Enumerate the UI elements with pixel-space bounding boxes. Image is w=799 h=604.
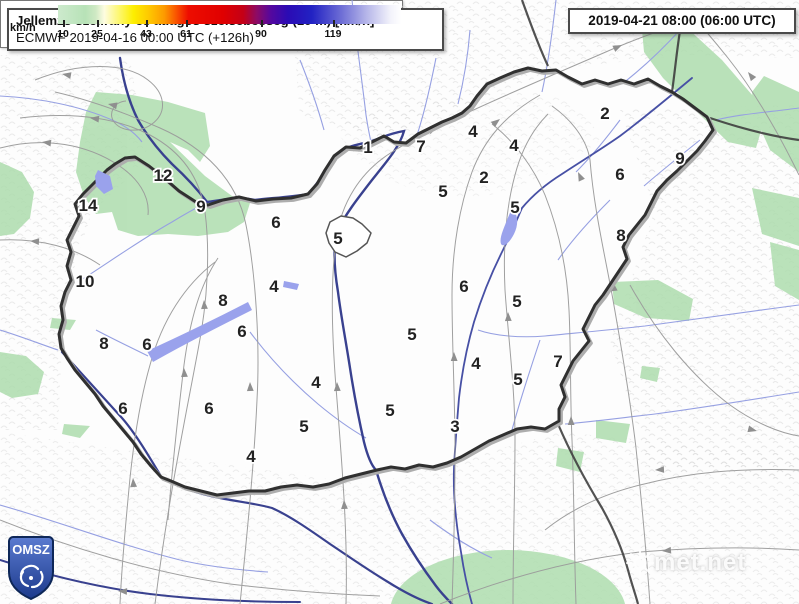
valid-time-box: 2019-04-21 08:00 (06:00 UTC) — [568, 8, 796, 34]
legend-tick — [97, 20, 99, 27]
legend-tick — [186, 20, 188, 27]
legend-tick — [261, 20, 263, 27]
wind-speed-value: 8 — [218, 291, 227, 310]
rivers — [0, 0, 799, 573]
wind-speed-value: 4 — [468, 122, 478, 141]
budapest-outline — [325, 215, 372, 258]
omsz-logo: OMSZ — [8, 536, 54, 601]
cyclone-swirl-icon — [19, 564, 44, 589]
wind-speed-value: 4 — [311, 373, 321, 392]
wind-streamlines — [0, 7, 799, 604]
legend-tick-label: 90 — [255, 28, 267, 40]
lakes — [95, 170, 518, 362]
wind-speed-value: 9 — [196, 197, 205, 216]
wind-speed-value: 5 — [299, 417, 308, 436]
wind-speed-value: 4 — [509, 136, 519, 155]
wind-speed-value: 6 — [459, 277, 468, 296]
lake-balaton — [147, 302, 252, 362]
lake-velence — [283, 281, 299, 290]
wind-speed-value: 2 — [479, 168, 488, 187]
wind-speed-value: 12 — [154, 166, 173, 185]
wind-speed-value: 5 — [512, 292, 521, 311]
wind-speed-value: 5 — [407, 325, 416, 344]
legend-color-bar — [58, 5, 401, 24]
wind-speed-value: 5 — [333, 229, 342, 248]
wind-speed-value: 14 — [79, 196, 98, 215]
legend-tick-label: 25 — [91, 28, 103, 40]
wind-speed-value: 5 — [510, 198, 519, 217]
legend-tick-label: 119 — [324, 28, 342, 40]
wind-speed-value: 10 — [76, 272, 95, 291]
legend-unit-label: km/h — [10, 22, 36, 34]
legend-tick-label: 10 — [57, 28, 69, 40]
wind-speed-value: 6 — [204, 399, 213, 418]
major-rivers — [0, 56, 693, 604]
wind-speed-value: 4 — [269, 277, 279, 296]
wind-speed-value: 7 — [416, 137, 425, 156]
lake-ferto — [95, 170, 113, 194]
legend-tick — [146, 20, 148, 27]
wind-speed-value: 3 — [450, 417, 459, 436]
wind-speed-value: 6 — [142, 335, 151, 354]
wind-speed-value: 4 — [471, 354, 481, 373]
wind-speed-value: 5 — [513, 370, 522, 389]
omsz-logo-text: OMSZ — [12, 542, 50, 557]
wind-speed-value: 7 — [553, 352, 562, 371]
wind-speed-value: 6 — [118, 399, 127, 418]
legend-tick — [333, 20, 335, 27]
green-shaded-areas — [0, 26, 799, 604]
legend-tick-label: 43 — [140, 28, 152, 40]
wind-speed-value: 9 — [675, 149, 684, 168]
wind-speed-value: 5 — [385, 401, 394, 420]
wind-speed-value: 2 — [600, 104, 609, 123]
wind-speed-value: 6 — [271, 213, 280, 232]
valid-time-text: 2019-04-21 08:00 (06:00 UTC) — [588, 13, 776, 28]
wind-speed-value: 4 — [246, 447, 256, 466]
legend-tick-label: 61 — [180, 28, 192, 40]
wind-speed-value: 8 — [99, 334, 108, 353]
omsz-shield-icon: OMSZ — [8, 536, 54, 601]
wind-speed-value: 8 — [616, 226, 625, 245]
model-run-info: ECMWF 2019-04-16 00:00 UTC (+126h) — [16, 30, 254, 45]
legend-tick — [63, 20, 65, 27]
wind-speed-value: 6 — [615, 165, 624, 184]
lake-tisza — [500, 208, 518, 246]
wind-speed-value: 6 — [237, 322, 246, 341]
wind-speed-value: 5 — [438, 182, 447, 201]
wind-speed-value: 1 — [363, 138, 372, 157]
hungary-border — [57, 66, 717, 499]
